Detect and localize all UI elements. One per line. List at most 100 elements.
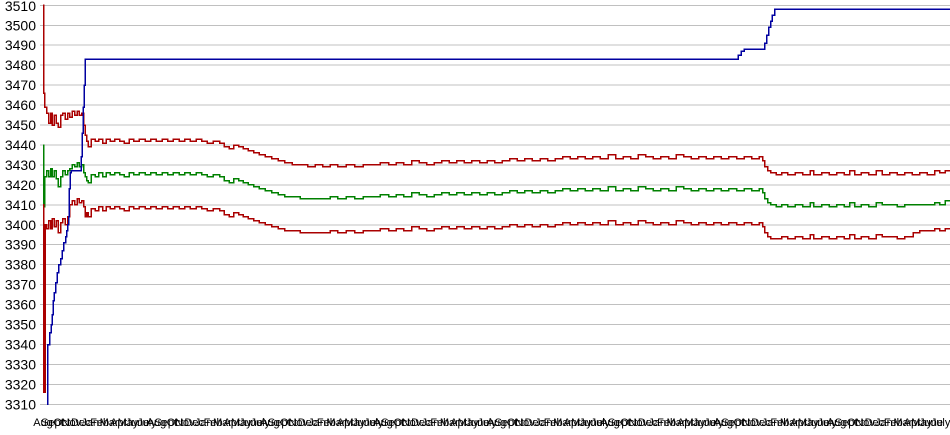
- y-tick-label: 3420: [5, 177, 36, 193]
- series-upper-red-band: [43, 4, 950, 176]
- x-tick-label: May: [458, 417, 479, 429]
- x-tick-label: Nov: [62, 417, 82, 429]
- y-tick-label: 3500: [5, 17, 36, 33]
- x-tick-label: Sept: [154, 417, 177, 429]
- y-tick-label: 3400: [5, 217, 36, 233]
- x-tick-label: Aug: [714, 417, 734, 429]
- x-tick-label: Mar: [326, 417, 345, 429]
- x-tick-label: Oct: [393, 417, 410, 429]
- x-tick-label: Mar: [780, 417, 799, 429]
- x-tick-label: May: [571, 417, 592, 429]
- x-tick-label: Apr: [790, 417, 807, 429]
- x-tick-label: Aug: [827, 417, 847, 429]
- x-tick-label: Dec: [751, 417, 771, 429]
- x-tick-label: Apr: [223, 417, 240, 429]
- x-tick-label: Feb: [884, 417, 903, 429]
- x-tick-label: July: [704, 417, 724, 429]
- x-tick-label: Feb: [90, 417, 109, 429]
- x-tick-label: Oct: [53, 417, 70, 429]
- x-tick-label: Dec: [638, 417, 658, 429]
- y-tick-label: 3410: [5, 197, 36, 213]
- series-blue-step-line: [46, 8, 950, 406]
- y-tick-label: 3470: [5, 77, 36, 93]
- x-tick-label: Mar: [100, 417, 119, 429]
- x-tick-label: June: [352, 417, 376, 429]
- x-tick-label: July: [477, 417, 497, 429]
- x-tick-label: July: [137, 417, 157, 429]
- x-tick-label: July: [364, 417, 384, 429]
- x-tick-label: Mar: [553, 417, 572, 429]
- y-tick-label: 3490: [5, 37, 36, 53]
- x-axis-labels: AugSeptOctNovDecJanFebMarAprMayJuneJulyA…: [33, 417, 950, 429]
- x-tick-label: Jan: [81, 417, 99, 429]
- y-tick-label: 3350: [5, 317, 36, 333]
- x-tick-label: Aug: [373, 417, 393, 429]
- x-tick-label: Sept: [608, 417, 631, 429]
- x-tick-label: May: [798, 417, 819, 429]
- x-tick-label: Oct: [620, 417, 637, 429]
- x-tick-label: Sept: [721, 417, 744, 429]
- x-tick-label: Dec: [411, 417, 431, 429]
- x-tick-label: Apr: [450, 417, 467, 429]
- x-tick-label: Feb: [770, 417, 789, 429]
- x-tick-label: Sept: [835, 417, 858, 429]
- x-tick-label: June: [579, 417, 603, 429]
- x-tick-label: Aug: [487, 417, 507, 429]
- x-tick-label: Aug: [33, 417, 53, 429]
- x-tick-label: Jan: [648, 417, 666, 429]
- x-tick-label: May: [344, 417, 365, 429]
- y-tick-label: 3340: [5, 337, 36, 353]
- y-tick-label: 3310: [5, 396, 36, 412]
- x-tick-label: May: [685, 417, 706, 429]
- x-tick-label: Nov: [628, 417, 648, 429]
- x-tick-label: Dec: [184, 417, 204, 429]
- x-tick-label: Aug: [600, 417, 620, 429]
- x-tick-label: Apr: [337, 417, 354, 429]
- x-tick-label: May: [118, 417, 139, 429]
- x-tick-label: June: [126, 417, 150, 429]
- x-tick-label: Nov: [515, 417, 535, 429]
- y-tick-label: 3510: [5, 0, 36, 14]
- x-tick-label: Jan: [535, 417, 553, 429]
- y-tick-label: 3440: [5, 137, 36, 153]
- x-tick-label: Apr: [110, 417, 127, 429]
- y-tick-label: 3460: [5, 97, 36, 113]
- x-tick-label: Jan: [422, 417, 440, 429]
- x-tick-label: July: [817, 417, 837, 429]
- y-tick-label: 3450: [5, 117, 36, 133]
- x-tick-label: Dec: [71, 417, 91, 429]
- y-tick-label: 3360: [5, 297, 36, 313]
- x-tick-label: Oct: [167, 417, 184, 429]
- x-tick-label: July: [251, 417, 271, 429]
- y-tick-label: 3480: [5, 57, 36, 73]
- x-tick-label: May: [231, 417, 252, 429]
- x-tick-label: Oct: [847, 417, 864, 429]
- y-axis-labels: 3310 3320 3330 3340 3350 3360 3370 3380 3390 3400…: [5, 0, 36, 412]
- series-green-middle-line: [43, 144, 950, 208]
- series-lower-red-band: [43, 198, 950, 394]
- x-tick-label: Sept: [495, 417, 518, 429]
- x-tick-label: Nov: [402, 417, 422, 429]
- x-tick-label: Mar: [440, 417, 459, 429]
- x-tick-label: Sept: [41, 417, 64, 429]
- x-tick-label: Feb: [544, 417, 563, 429]
- x-tick-label: June: [692, 417, 716, 429]
- y-tick-label: 3380: [5, 257, 36, 273]
- gridlines: [40, 4, 950, 405]
- x-tick-label: Oct: [507, 417, 524, 429]
- x-tick-label: Mar: [213, 417, 232, 429]
- x-tick-label: Nov: [742, 417, 762, 429]
- x-tick-label: Nov: [175, 417, 195, 429]
- y-tick-label: 3330: [5, 356, 36, 372]
- x-tick-label: July: [931, 417, 950, 429]
- x-tick-label: Sept: [268, 417, 291, 429]
- x-tick-label: July: [591, 417, 611, 429]
- x-tick-label: Sept: [381, 417, 404, 429]
- x-tick-label: Dec: [525, 417, 545, 429]
- x-tick-label: Mar: [667, 417, 686, 429]
- x-tick-label: Feb: [430, 417, 449, 429]
- x-tick-label: Apr: [904, 417, 921, 429]
- x-tick-label: Dec: [298, 417, 318, 429]
- x-tick-label: Dec: [865, 417, 885, 429]
